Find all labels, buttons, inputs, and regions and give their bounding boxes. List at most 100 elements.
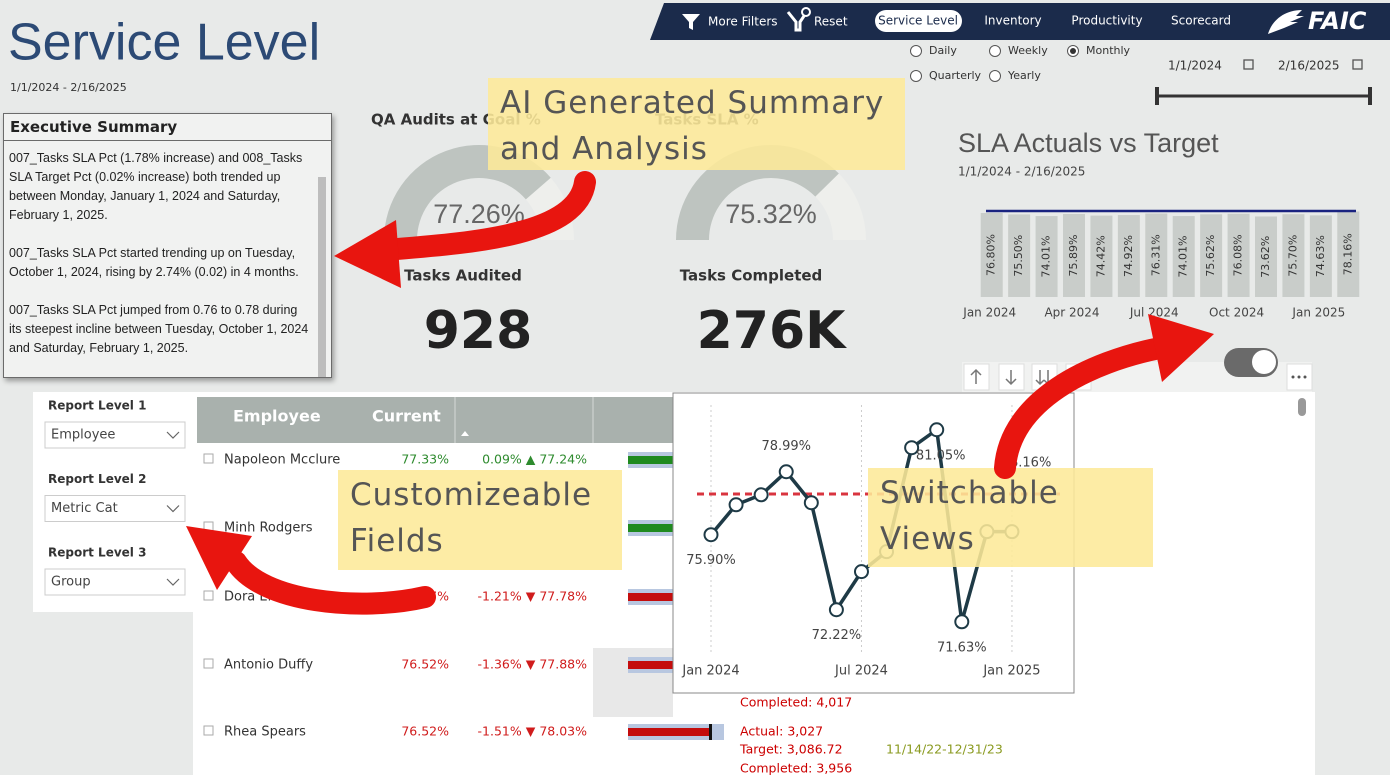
more-icon bbox=[1303, 375, 1307, 379]
nav-button[interactable]: Reset bbox=[814, 15, 848, 29]
filter-icon bbox=[682, 14, 700, 30]
bar-label: 75.62% bbox=[1204, 235, 1217, 277]
toolbar-icon bbox=[970, 368, 982, 384]
card-title: Tasks Audited bbox=[404, 267, 522, 285]
nav-bar bbox=[650, 3, 1390, 40]
bar-label: 74.92% bbox=[1122, 235, 1135, 277]
more-icon bbox=[1291, 375, 1295, 379]
point bbox=[778, 464, 794, 480]
bar bbox=[980, 213, 1003, 297]
row-change: -1.36% ▼ 77.88% bbox=[478, 657, 588, 672]
nav-tab[interactable]: Service Level bbox=[878, 14, 958, 28]
summary-title: Executive Summary bbox=[4, 114, 331, 141]
nav-tab[interactable]: Productivity bbox=[1071, 14, 1142, 28]
bar-label: 73.62% bbox=[1259, 236, 1272, 278]
executive-summary: Executive Summary 007_Tasks SLA Pct (1.7… bbox=[3, 113, 332, 378]
point bbox=[728, 497, 744, 513]
filter-label: Report Level 1 bbox=[48, 399, 146, 413]
bar-label: 76.08% bbox=[1232, 234, 1245, 276]
bar bbox=[1117, 215, 1140, 297]
detail-text: 11/14/22-12/31/23 bbox=[886, 742, 1003, 757]
summary-body: 007_Tasks SLA Pct (1.78% increase) and 0… bbox=[4, 141, 331, 377]
chart-subtitle: 1/1/2024 - 2/16/2025 bbox=[958, 165, 1085, 179]
nav-tab[interactable]: Scorecard bbox=[1171, 14, 1231, 28]
radio-label: Monthly bbox=[1086, 44, 1131, 57]
card-value: 928 bbox=[424, 301, 533, 361]
expand-icon[interactable] bbox=[203, 658, 214, 669]
detail-text: Actual: 3,027 bbox=[740, 724, 823, 739]
card-value: 276K bbox=[697, 301, 848, 361]
more-icon bbox=[1297, 375, 1301, 379]
point bbox=[803, 495, 819, 511]
bar-label: 74.01% bbox=[1177, 236, 1190, 278]
bar-label: 75.70% bbox=[1286, 235, 1299, 277]
point bbox=[904, 440, 920, 456]
card-title: Tasks Completed bbox=[680, 267, 823, 285]
slider-handle[interactable] bbox=[1368, 87, 1372, 105]
dropdown[interactable] bbox=[44, 568, 186, 596]
dropdown-value: Employee bbox=[51, 428, 115, 443]
bullet-bar bbox=[628, 728, 710, 736]
radio[interactable] bbox=[989, 70, 1001, 82]
radio-label: Daily bbox=[929, 44, 957, 57]
data-label: 75.90% bbox=[686, 553, 736, 568]
detail-text: Completed: 4,017 bbox=[740, 695, 852, 710]
chevron bbox=[166, 578, 180, 586]
x-tick-label: Oct 2024 bbox=[1209, 306, 1264, 320]
nav-tab[interactable]: Inventory bbox=[984, 14, 1041, 28]
point bbox=[753, 487, 769, 503]
scrollbar bbox=[1298, 398, 1306, 416]
bar bbox=[1282, 214, 1305, 297]
bar bbox=[1145, 213, 1168, 297]
bar bbox=[1227, 213, 1250, 297]
callout: Switchable Views bbox=[868, 468, 1153, 567]
bar bbox=[1172, 216, 1195, 297]
data-label: 71.63% bbox=[937, 640, 987, 655]
data-label: 72.22% bbox=[812, 628, 862, 643]
dropdown[interactable] bbox=[44, 495, 186, 522]
x-tick-label: Jan 2024 bbox=[962, 306, 1016, 320]
bullet-marker bbox=[709, 724, 712, 740]
chart-title: SLA Actuals vs Target bbox=[958, 128, 1219, 158]
calendar-icon bbox=[1243, 59, 1254, 70]
bar bbox=[1090, 215, 1113, 297]
slider-handle[interactable] bbox=[1155, 87, 1159, 105]
column-header: Current bbox=[372, 407, 441, 426]
gauge-value: 75.32% bbox=[725, 199, 817, 229]
bar-label: 76.80% bbox=[985, 234, 998, 276]
bar bbox=[1255, 216, 1277, 297]
bar bbox=[1008, 214, 1031, 297]
table-header bbox=[197, 397, 673, 443]
date-start: 1/1/2024 bbox=[1168, 59, 1222, 73]
row-name: Minh Rodgers bbox=[224, 521, 313, 536]
tab-pill bbox=[875, 10, 962, 32]
x-tick-label: Jan 2024 bbox=[681, 664, 739, 679]
bar bbox=[1200, 214, 1223, 297]
radio-label: Weekly bbox=[1008, 44, 1048, 57]
gauge-track bbox=[815, 173, 866, 240]
x-tick-label: Jul 2024 bbox=[1129, 306, 1179, 320]
radio-label: Yearly bbox=[1007, 69, 1041, 82]
x-tick-label: Apr 2024 bbox=[1044, 306, 1099, 320]
x-tick-label: Jan 2025 bbox=[1291, 306, 1345, 320]
toolbar-button[interactable] bbox=[1031, 363, 1058, 391]
radio[interactable] bbox=[989, 45, 1001, 57]
bullet-bar bbox=[628, 524, 710, 532]
bar-label: 75.89% bbox=[1067, 235, 1080, 277]
expand-icon[interactable] bbox=[203, 453, 214, 464]
row-change: -1.51% ▼ 78.03% bbox=[478, 724, 588, 739]
data-label: 81.05% bbox=[916, 448, 966, 463]
dropdown-value: Group bbox=[51, 575, 91, 590]
bar-label: 74.63% bbox=[1314, 235, 1327, 277]
radio[interactable] bbox=[910, 70, 922, 82]
bar-label: 75.50% bbox=[1012, 235, 1025, 277]
bar-label: 74.42% bbox=[1094, 235, 1107, 277]
expand-icon[interactable] bbox=[203, 590, 214, 601]
toggle-knob bbox=[1252, 350, 1276, 374]
expand-icon[interactable] bbox=[203, 725, 214, 736]
radio[interactable] bbox=[910, 45, 922, 57]
dropdown[interactable] bbox=[44, 421, 186, 449]
nav-button[interactable]: More Filters bbox=[708, 15, 778, 29]
callout: AI Generated Summary and Analysis bbox=[488, 78, 905, 170]
filter-label: Report Level 2 bbox=[48, 472, 146, 486]
